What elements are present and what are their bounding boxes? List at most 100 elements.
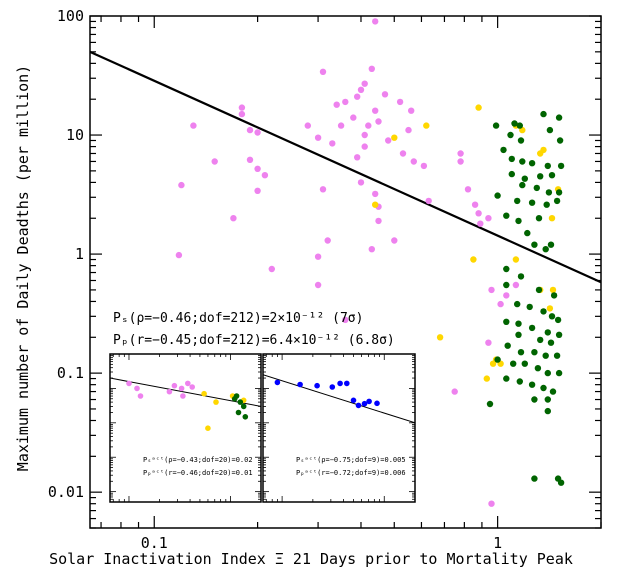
- data-point-green: [503, 212, 510, 219]
- data-point-violet: [314, 253, 322, 260]
- data-point-green: [521, 175, 528, 182]
- data-point-violet: [477, 220, 484, 227]
- data-point-gold: [475, 104, 482, 111]
- data-point-violet: [238, 110, 246, 118]
- inset-point-green: [240, 403, 247, 410]
- data-point-green: [547, 339, 555, 346]
- data-point-green: [544, 407, 551, 415]
- data-point-green: [507, 131, 514, 139]
- data-point-violet: [342, 98, 349, 106]
- inset-point-violet: [178, 385, 185, 392]
- data-point-green: [554, 316, 562, 324]
- data-point-green: [548, 313, 556, 320]
- inset-point-green: [235, 409, 242, 416]
- data-point-green: [517, 349, 525, 356]
- data-point-green: [521, 360, 528, 367]
- inset-right-content: [263, 353, 416, 503]
- data-point-violet: [261, 172, 269, 179]
- data-point-green: [503, 265, 510, 273]
- y-tick-label: 1: [75, 245, 84, 263]
- y-tick-label: 0.01: [48, 483, 84, 501]
- data-point-green: [514, 197, 521, 205]
- data-point-green: [494, 192, 501, 199]
- data-point-green: [548, 172, 556, 179]
- data-point-violet: [342, 316, 349, 324]
- data-point-green: [533, 184, 540, 192]
- data-point-violet: [420, 162, 428, 170]
- data-point-violet: [246, 126, 254, 134]
- data-point-green: [517, 137, 525, 144]
- data-point-violet: [488, 286, 495, 294]
- inset-fit-line: [110, 377, 261, 407]
- data-point-green: [492, 122, 500, 129]
- data-point-violet: [246, 156, 254, 163]
- data-point-green: [535, 215, 543, 222]
- data-point-violet: [391, 237, 398, 244]
- data-point-green: [557, 162, 565, 170]
- data-point-violet: [354, 93, 361, 100]
- data-point-green: [503, 318, 510, 325]
- data-point-green: [511, 120, 518, 127]
- data-point-green: [519, 158, 526, 165]
- data-point-violet: [368, 246, 375, 253]
- data-point-violet: [350, 114, 357, 121]
- data-point-green: [540, 110, 547, 118]
- inset-point-green: [233, 393, 240, 399]
- data-point-violet: [425, 197, 432, 205]
- data-point-green: [515, 217, 522, 225]
- inset-plot-right: Pₛᵃᶜᵗ(ρ=−0.75;dof=9)=0.005 Pₚᵃᶜᵗ(r=−0.72…: [262, 353, 416, 503]
- inset-left-content: [110, 353, 262, 503]
- inset-point-violet: [126, 380, 132, 387]
- data-point-violet: [357, 179, 365, 186]
- data-point-green: [531, 349, 538, 356]
- data-point-green: [528, 199, 536, 206]
- data-point-violet: [503, 292, 510, 299]
- data-point-green: [543, 201, 550, 208]
- data-point-gold: [549, 286, 557, 294]
- data-point-violet: [372, 190, 379, 198]
- fit-line: [89, 50, 602, 284]
- data-point-violet: [399, 150, 407, 157]
- y-axis-label: Maximum number of Daily Deadths (per mil…: [14, 65, 32, 471]
- inset-point-blue: [297, 381, 303, 388]
- inset-point-violet: [166, 388, 173, 395]
- inset-right-stat-spearman: Pₛᵃᶜᵗ(ρ=−0.75;dof=9)=0.005: [296, 456, 406, 464]
- inset-left-frame: [109, 353, 262, 503]
- data-point-gold: [470, 256, 477, 263]
- inset-point-violet: [189, 384, 195, 390]
- data-point-green: [555, 331, 563, 338]
- data-point-violet: [314, 134, 322, 141]
- data-point-green: [545, 189, 553, 196]
- data-point-green: [515, 331, 522, 338]
- data-point-green: [534, 365, 542, 372]
- data-point-green: [531, 396, 538, 403]
- data-point-violet: [512, 281, 520, 289]
- inset-point-green: [237, 399, 244, 405]
- data-point-violet: [405, 126, 412, 134]
- inset-point-blue: [374, 400, 380, 407]
- data-point-green: [542, 352, 549, 359]
- data-point-violet: [324, 237, 331, 244]
- inset-point-blue: [344, 380, 350, 387]
- data-point-green: [524, 229, 531, 237]
- data-point-green: [540, 384, 547, 392]
- inset-marks: [110, 377, 261, 432]
- data-point-violet: [230, 215, 237, 222]
- data-point-violet: [365, 122, 372, 129]
- inset-point-blue: [314, 382, 320, 389]
- data-point-violet: [268, 265, 275, 273]
- x-tick-label: 0.1: [141, 534, 168, 552]
- data-point-gold: [391, 134, 398, 141]
- data-point-green: [555, 369, 563, 377]
- inset-point-green: [242, 414, 249, 420]
- x-tick-label: 1: [493, 534, 502, 552]
- data-point-violet: [497, 300, 504, 308]
- data-point-violet: [357, 86, 365, 94]
- data-point-green: [556, 137, 564, 144]
- data-point-green: [500, 146, 507, 154]
- data-point-green: [528, 160, 536, 167]
- data-point-violet: [368, 65, 375, 73]
- inset-point-violet: [134, 385, 140, 392]
- data-point-gold: [512, 256, 520, 263]
